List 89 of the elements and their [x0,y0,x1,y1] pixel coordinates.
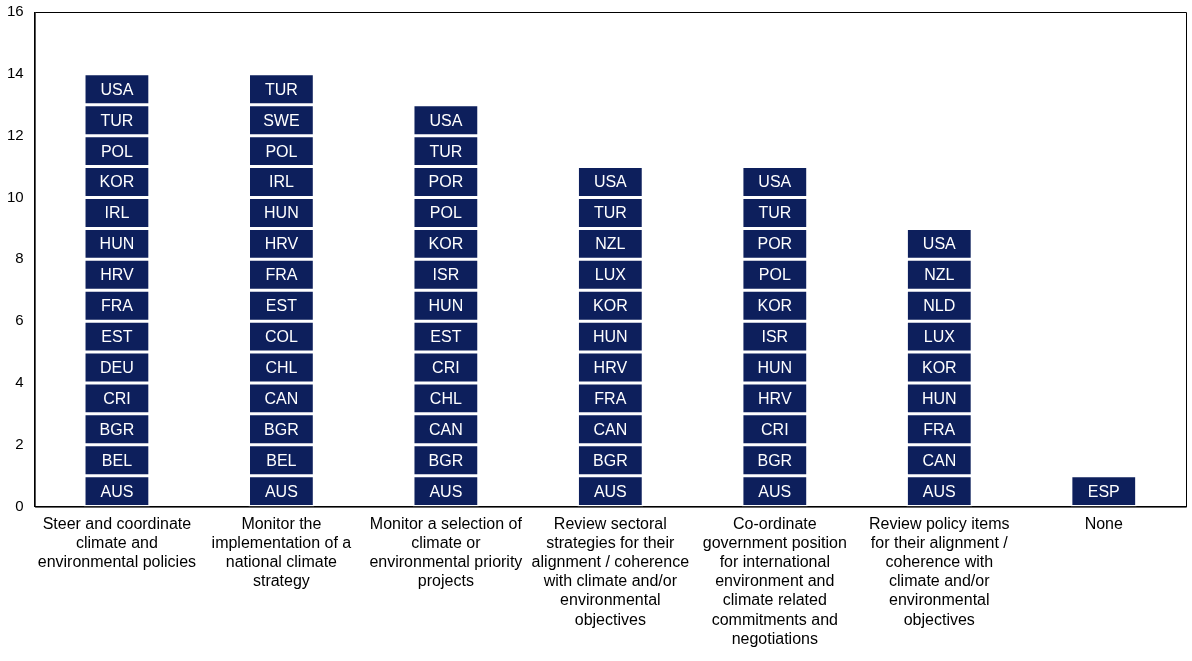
data-label: BGR [757,451,793,469]
data-label: POL [265,142,298,160]
data-label: TUR [593,204,627,222]
data-label: AUS [758,482,792,500]
data-label: POL [758,266,791,284]
data-label: BEL [266,451,297,469]
data-label: USA [100,80,134,98]
data-label: KOR [757,297,793,315]
data-label: HUN [428,297,464,315]
data-label: KOR [593,297,628,315]
data-label: HRV [100,266,134,284]
data-label: CAN [922,451,957,469]
data-label: HRV [758,389,792,407]
data-label: CAN [264,389,299,407]
data-label: CHL [429,389,462,407]
data-label: TUR [264,80,298,98]
data-label: AUS [429,482,463,500]
data-label: POL [100,142,134,160]
data-label: EST [101,327,133,345]
data-label: AUS [100,482,134,500]
data-label: EST [265,297,298,315]
data-label: FRA [100,297,134,315]
data-label: BGR [593,451,628,469]
data-label: HRV [593,358,628,376]
data-label: SWE [263,111,300,129]
data-label: HUN [921,389,957,407]
x-tick-label: Review policy items for their alignment / coherence with climate and/or environmental objectives [869,514,1010,628]
data-label: BGR [428,451,464,469]
data-label: NZL [595,235,626,253]
x-tick-label: Steer and coordinate climate and environmental policies [37,514,197,571]
data-label: USA [758,173,792,191]
data-label: CAN [593,420,628,438]
y-tick-label: 2 [15,434,24,452]
data-label: IRL [104,204,130,222]
data-label: HUN [593,327,628,345]
data-label: CRI [432,358,460,376]
y-tick-label: 16 [7,2,24,20]
data-label: AUS [593,482,627,500]
data-label: POR [428,173,464,191]
data-label: BGR [99,420,135,438]
data-label: HUN [757,358,793,376]
y-tick-label: 6 [15,311,24,329]
x-tick-label: Monitor the implementation of a national climate strategy [211,514,352,590]
data-label: CHL [265,358,298,376]
data-label: DEU [100,358,134,376]
data-label: BEL [101,451,133,469]
data-label: BGR [264,420,299,438]
data-label: USA [593,173,628,191]
data-label: TUR [429,142,463,160]
data-label: LUX [594,266,627,284]
data-label: COL [264,327,298,345]
x-tick-label: Co-ordinate government position for international environment and climate related commitments and negotiations [702,514,847,647]
y-tick-label: 10 [7,187,24,205]
data-label: POL [429,204,462,222]
data-label: NZL [924,266,955,284]
data-label: HRV [264,235,299,253]
data-label: NLD [923,297,956,315]
y-tick-label: 0 [15,496,24,514]
data-label: HUN [264,204,299,222]
y-tick-label: 12 [7,125,24,143]
data-label: FRA [923,420,956,438]
data-label: KOR [99,173,135,191]
data-label: FRA [265,266,298,284]
data-label: IRL [268,173,294,191]
data-label: AUS [264,482,298,500]
data-label: ESP [1087,482,1120,500]
y-tick-label: 8 [15,249,24,267]
data-label: CRI [103,389,131,407]
data-label: KOR [428,235,464,253]
data-label: FRA [594,389,627,407]
x-tick-label: Review sectoral strategies for their alignment / coherence with climate and/or environmental objectives [531,514,690,628]
data-label: ISR [432,266,460,284]
data-label: TUR [100,111,134,129]
data-label: LUX [923,327,956,345]
x-tick-label: None [1084,514,1123,532]
data-label: CAN [428,420,463,438]
x-tick-label: Monitor a selection of climate or environmental priority projects [369,514,523,590]
data-label: USA [429,111,463,129]
y-tick-label: 4 [15,373,24,391]
data-label: POR [757,235,793,253]
data-label: HUN [99,235,135,253]
data-label: EST [430,327,462,345]
data-label: USA [922,235,957,253]
data-label: AUS [922,482,956,500]
data-label: ISR [761,327,789,345]
y-tick-label: 14 [7,63,24,81]
data-label: TUR [758,204,792,222]
data-label: CRI [761,420,789,438]
data-label: KOR [921,358,957,376]
